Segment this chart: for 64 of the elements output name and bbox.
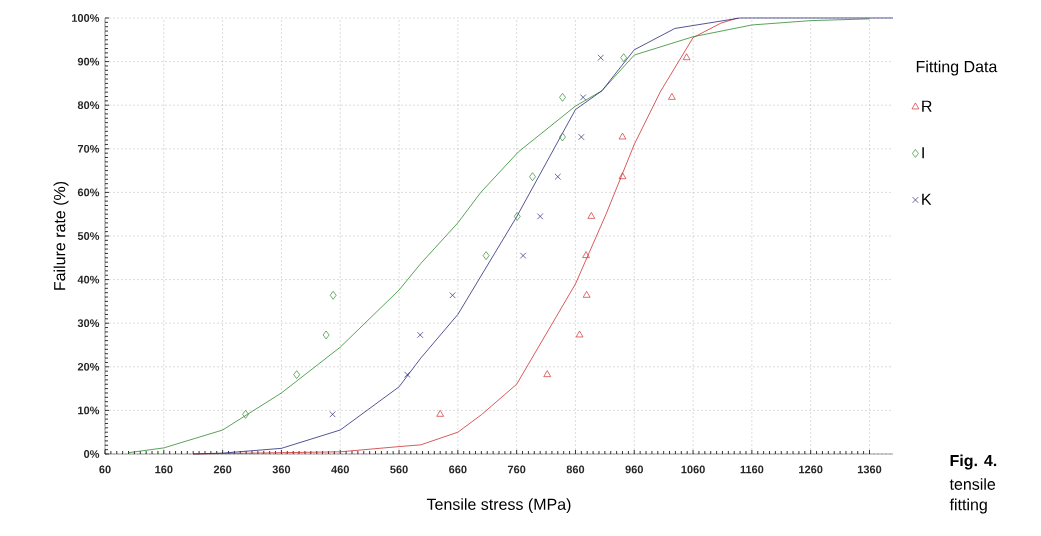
point <box>618 132 627 140</box>
x-tick-label: 160 <box>155 465 173 474</box>
legend-label: K <box>922 193 932 205</box>
point <box>597 54 604 61</box>
x-tick-label: 560 <box>390 465 408 474</box>
point <box>529 172 536 182</box>
y-tick-label: 40% <box>77 275 100 284</box>
point <box>554 173 561 180</box>
legend-title: Fitting Data <box>916 60 998 76</box>
x-tick-label: 260 <box>213 465 232 474</box>
x-tick-label: 60 <box>99 465 111 474</box>
point <box>536 213 544 220</box>
x-tick-label: 960 <box>625 465 643 474</box>
y-tick-label: 30% <box>77 319 100 328</box>
x-tick-label: 860 <box>566 465 585 474</box>
point <box>322 330 330 340</box>
point <box>668 93 676 100</box>
point <box>482 251 490 260</box>
x-tick-label: 1260 <box>799 465 823 474</box>
point <box>579 94 587 101</box>
point <box>582 251 590 258</box>
x-tick-label: 1060 <box>681 465 705 474</box>
y-tick-label: 20% <box>77 362 100 371</box>
point <box>449 292 456 299</box>
legend-label: R <box>922 100 932 112</box>
point <box>575 330 584 338</box>
point <box>618 172 627 180</box>
point <box>578 133 585 141</box>
point <box>559 93 566 102</box>
y-tick-label: 100% <box>72 14 100 22</box>
point <box>559 132 566 142</box>
point <box>404 371 411 378</box>
x-tick-label: 1360 <box>857 465 882 474</box>
x-tick-label: 760 <box>507 465 526 474</box>
y-axis-title: Failure rate (%) <box>53 181 69 290</box>
text: tensile <box>949 478 996 490</box>
point <box>620 53 628 63</box>
y-tick-label: 0% <box>84 450 100 458</box>
legend-label: I <box>922 147 924 159</box>
text: Fig. 4. <box>950 454 997 470</box>
y-tick-label: 50% <box>77 232 100 240</box>
point <box>543 370 552 377</box>
text: fitting <box>949 498 987 514</box>
y-tick-label: 80% <box>77 101 100 110</box>
x-tick-label: 360 <box>272 465 291 474</box>
point <box>682 53 691 61</box>
x-tick-label: 660 <box>449 465 467 474</box>
point <box>242 409 249 419</box>
x-tick-label: 1160 <box>740 465 764 474</box>
y-tick-label: 70% <box>77 144 100 153</box>
y-tick-label: 10% <box>78 406 100 415</box>
x-tick-label: 460 <box>331 465 349 474</box>
x-axis-title: Tensile stress (MPa) <box>426 498 571 514</box>
point <box>513 212 521 221</box>
point <box>329 411 336 418</box>
point <box>417 331 424 339</box>
point <box>587 212 596 219</box>
y-tick-label: 60% <box>77 188 100 197</box>
y-tick-label: 90% <box>77 57 100 66</box>
point <box>436 409 445 417</box>
point <box>293 370 301 379</box>
point <box>329 290 337 300</box>
point <box>582 290 591 298</box>
point <box>519 252 527 259</box>
